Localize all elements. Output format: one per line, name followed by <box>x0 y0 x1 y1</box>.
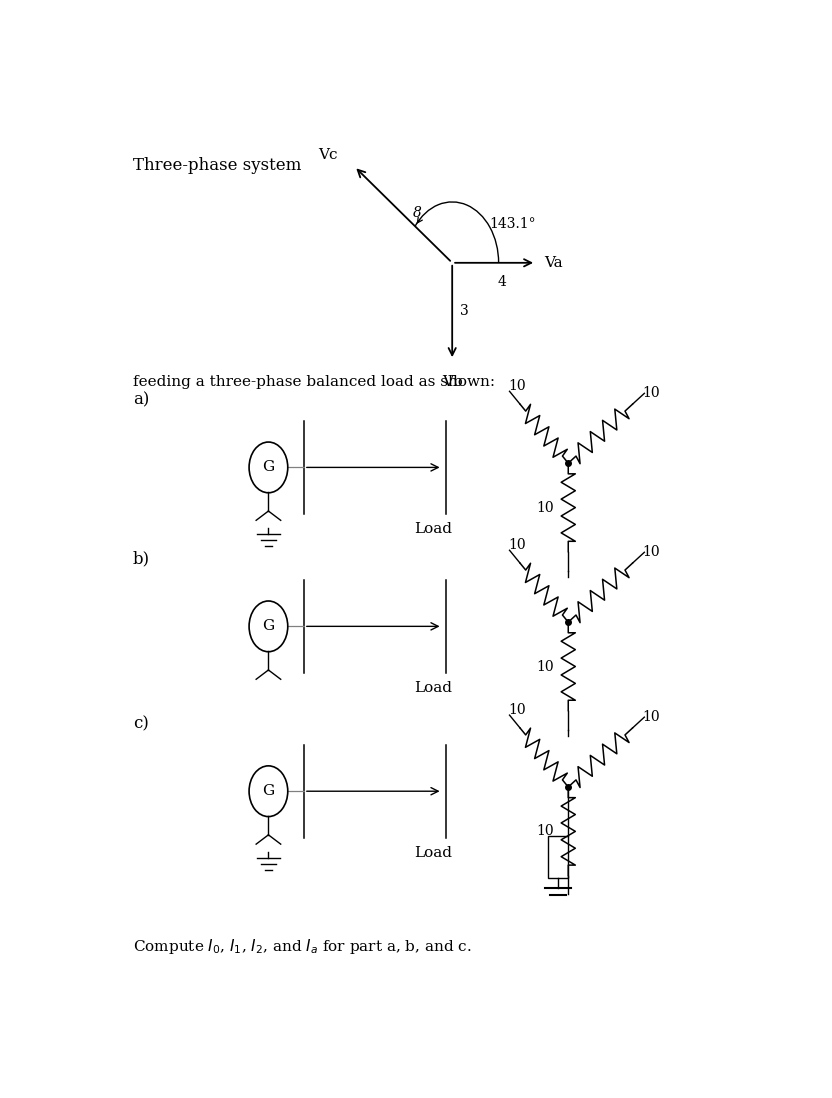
Text: 10: 10 <box>537 825 554 839</box>
Text: Three-phase system: Three-phase system <box>133 157 301 175</box>
Text: 4: 4 <box>498 274 507 289</box>
Text: Load: Load <box>414 847 452 860</box>
Text: 10: 10 <box>642 545 660 559</box>
Text: a): a) <box>133 391 150 408</box>
Text: Load: Load <box>414 523 452 536</box>
Text: b): b) <box>133 550 150 568</box>
Text: feeding a three-phase balanced load as shown:: feeding a three-phase balanced load as s… <box>133 376 495 390</box>
Text: Compute $I_0$, $I_1$, $I_2$, and $I_a$ for part a, b, and c.: Compute $I_0$, $I_1$, $I_2$, and $I_a$ f… <box>133 937 472 955</box>
Text: Vb: Vb <box>442 376 463 390</box>
Text: Va: Va <box>544 256 563 270</box>
Text: 3: 3 <box>460 304 468 318</box>
Text: 8: 8 <box>413 205 422 220</box>
Text: 10: 10 <box>642 709 660 724</box>
Text: G: G <box>262 784 275 798</box>
Text: Load: Load <box>414 681 452 695</box>
Text: 10: 10 <box>508 538 526 552</box>
Text: 10: 10 <box>642 385 660 400</box>
Text: 10: 10 <box>508 379 526 393</box>
Text: G: G <box>262 460 275 474</box>
Text: 143.1°: 143.1° <box>489 217 536 232</box>
Text: c): c) <box>133 715 149 732</box>
Text: Vc: Vc <box>319 148 338 163</box>
Text: 10: 10 <box>508 703 526 717</box>
Text: G: G <box>262 619 275 634</box>
Text: 10: 10 <box>537 501 554 515</box>
Text: 10: 10 <box>537 660 554 673</box>
